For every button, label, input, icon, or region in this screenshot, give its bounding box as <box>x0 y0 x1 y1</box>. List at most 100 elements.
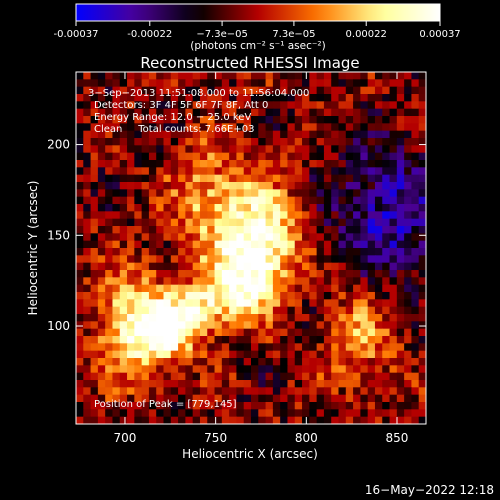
heatmap-pixel <box>265 138 274 146</box>
heatmap-pixel <box>258 108 267 117</box>
heatmap-pixel <box>192 226 201 234</box>
heatmap-pixel <box>265 86 274 95</box>
heatmap-pixel <box>127 284 135 293</box>
heatmap-pixel <box>178 350 186 359</box>
heatmap-pixel <box>382 233 391 242</box>
heatmap-pixel <box>178 72 186 80</box>
heatmap-pixel <box>367 211 376 220</box>
heatmap-pixel <box>243 145 252 154</box>
heatmap-pixel <box>127 409 135 418</box>
heatmap-pixel <box>185 262 194 271</box>
heatmap-pixel <box>112 387 121 396</box>
heatmap-pixel <box>345 328 354 337</box>
heatmap-pixel <box>258 409 267 418</box>
heatmap-pixel <box>141 123 150 132</box>
heatmap-pixel <box>338 72 347 80</box>
heatmap-pixel <box>119 270 128 278</box>
heatmap-pixel <box>170 108 179 117</box>
heatmap-pixel <box>374 270 383 278</box>
heatmap-pixel <box>360 167 369 176</box>
heatmap-pixel <box>119 240 128 249</box>
heatmap-pixel <box>83 145 92 154</box>
heatmap-pixel <box>207 204 216 212</box>
heatmap-pixel <box>258 174 267 183</box>
heatmap-pixel <box>112 314 121 322</box>
heatmap-pixel <box>112 211 121 220</box>
heatmap-pixel <box>345 409 354 418</box>
heatmap-pixel <box>294 284 303 293</box>
heatmap-pixel <box>214 86 223 95</box>
heatmap-pixel <box>141 233 150 242</box>
heatmap-pixel <box>90 152 99 161</box>
heatmap-pixel <box>411 116 420 124</box>
heatmap-pixel <box>418 402 426 410</box>
heatmap-pixel <box>97 328 106 337</box>
heatmap-pixel <box>83 101 92 110</box>
heatmap-pixel <box>272 218 281 227</box>
heatmap-pixel <box>302 218 310 227</box>
heatmap-pixel <box>396 204 405 212</box>
heatmap-pixel <box>287 211 296 220</box>
heatmap-pixel <box>141 72 150 80</box>
heatmap-pixel <box>302 336 310 344</box>
heatmap-pixel <box>272 152 281 161</box>
heatmap-pixel <box>119 204 128 212</box>
heatmap-pixel <box>323 108 332 117</box>
heatmap-pixel <box>272 306 281 315</box>
heatmap-pixel <box>163 299 172 308</box>
heatmap-pixel <box>323 79 332 88</box>
heatmap-pixel <box>119 226 128 234</box>
heatmap-pixel <box>323 94 332 102</box>
heatmap-pixel <box>374 116 383 124</box>
heatmap-pixel <box>345 233 354 242</box>
heatmap-pixel <box>141 262 150 271</box>
heatmap-pixel <box>404 328 413 337</box>
heatmap-pixel <box>97 233 106 242</box>
heatmap-pixel <box>243 226 252 234</box>
heatmap-pixel <box>309 350 318 359</box>
heatmap-pixel <box>199 218 208 227</box>
heatmap-pixel <box>411 358 420 366</box>
heatmap-pixel <box>294 94 303 102</box>
heatmap-pixel <box>192 160 201 168</box>
heatmap-pixel <box>229 226 238 234</box>
heatmap-pixel <box>221 262 230 271</box>
heatmap-pixel <box>207 167 216 176</box>
heatmap-pixel <box>134 152 143 161</box>
heatmap-pixel <box>251 314 259 322</box>
heatmap-pixel <box>127 123 135 132</box>
y-tick-label: 100 <box>47 319 70 333</box>
heatmap-pixel <box>367 167 376 176</box>
heatmap-pixel <box>127 174 135 183</box>
heatmap-pixel <box>170 314 179 322</box>
heatmap-pixel <box>280 108 289 117</box>
heatmap-pixel <box>207 211 216 220</box>
heatmap-pixel <box>360 365 369 374</box>
heatmap-pixel <box>112 321 121 330</box>
heatmap-pixel <box>156 292 165 300</box>
heatmap-pixel <box>389 130 398 139</box>
heatmap-pixel <box>272 138 281 146</box>
heatmap-pixel <box>389 321 398 330</box>
heatmap-pixel <box>353 130 361 139</box>
heatmap-pixel <box>382 394 391 403</box>
x-axis-ticks: 700 750 800 850 <box>114 72 408 445</box>
heatmap-pixel <box>251 306 259 315</box>
heatmap-pixel <box>374 152 383 161</box>
heatmap-pixel <box>148 409 157 418</box>
heatmap-pixel <box>127 292 135 300</box>
heatmap-pixel <box>229 255 238 264</box>
heatmap-pixel <box>199 196 208 205</box>
heatmap-pixel <box>265 255 274 264</box>
heatmap-pixel <box>287 343 296 352</box>
heatmap-pixel <box>287 204 296 212</box>
heatmap-pixel <box>345 394 354 403</box>
heatmap-pixel <box>309 270 318 278</box>
heatmap-pixel <box>163 314 172 322</box>
heatmap-pixel <box>163 211 172 220</box>
heatmap-pixel <box>374 284 383 293</box>
heatmap-pixel <box>345 196 354 205</box>
heatmap-pixel <box>345 123 354 132</box>
heatmap-pixel <box>367 240 376 249</box>
heatmap-pixel <box>353 145 361 154</box>
